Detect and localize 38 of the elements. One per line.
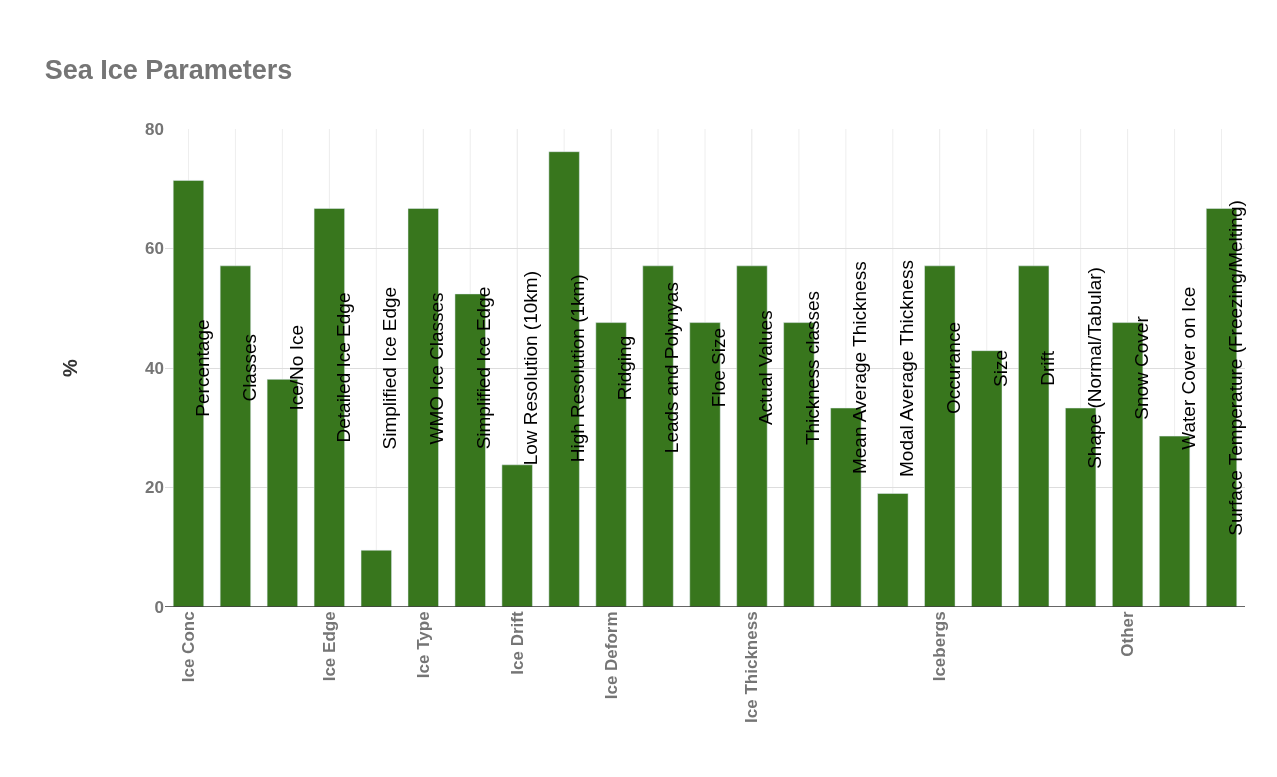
- x-tick-label: Ice Conc: [179, 611, 198, 683]
- y-tick-label: 0: [154, 597, 164, 617]
- annotation: Modal Average Thickness: [895, 260, 917, 477]
- annotation: Classes: [238, 334, 260, 402]
- y-tick-label: 60: [145, 239, 164, 259]
- annotation: Drift: [1036, 350, 1058, 386]
- annotation: Simplified Ice Edge: [473, 286, 495, 450]
- y-axis-title: %: [59, 359, 81, 377]
- x-tick-label: Ice Drift: [507, 611, 527, 675]
- annotation: Ridging: [614, 335, 636, 401]
- annotation: Percentage: [191, 319, 213, 417]
- x-tick-label: Other: [1118, 611, 1138, 657]
- annotation: Surface Temperature (Freezing/Melting): [1224, 200, 1246, 536]
- annotation: Shape (Normal/Tabular): [1083, 267, 1105, 469]
- x-tick-label: Ice Edge: [319, 611, 339, 682]
- annotation: Snow Cover: [1130, 315, 1152, 420]
- y-tick-label: 20: [145, 478, 164, 498]
- x-tick-label: Ice Deform: [601, 611, 621, 700]
- x-tick-label: Ice Thickness: [742, 611, 762, 723]
- annotation: Mean Average Thickness: [849, 261, 871, 475]
- annotation: Simplified Ice Edge: [379, 286, 401, 450]
- y-tick-label: 40: [145, 358, 164, 378]
- annotation: Floe Size: [708, 327, 730, 408]
- annotation: Size: [989, 349, 1011, 387]
- annotation: WMO Ice Classes: [426, 292, 448, 445]
- annotation: Occurance: [942, 322, 964, 414]
- annotation: Thickness classes: [802, 290, 824, 446]
- annotation: Leads and Polynyas: [661, 282, 683, 454]
- chart-title: Sea Ice Parameters: [44, 55, 293, 86]
- annotation: Detailed Ice Edge: [332, 292, 354, 443]
- annotation: Ice/No Ice: [285, 324, 307, 411]
- annotation: High Resolution (1km): [567, 274, 589, 463]
- y-tick-label: 80: [145, 119, 164, 139]
- x-tick-label: Icebergs: [930, 611, 950, 682]
- annotation: Low Resolution (10km): [520, 271, 542, 466]
- annotation: Water Cover on Ice: [1177, 286, 1199, 450]
- x-tick-label: Ice Type: [413, 611, 433, 679]
- annotation: Actual Values: [755, 310, 777, 426]
